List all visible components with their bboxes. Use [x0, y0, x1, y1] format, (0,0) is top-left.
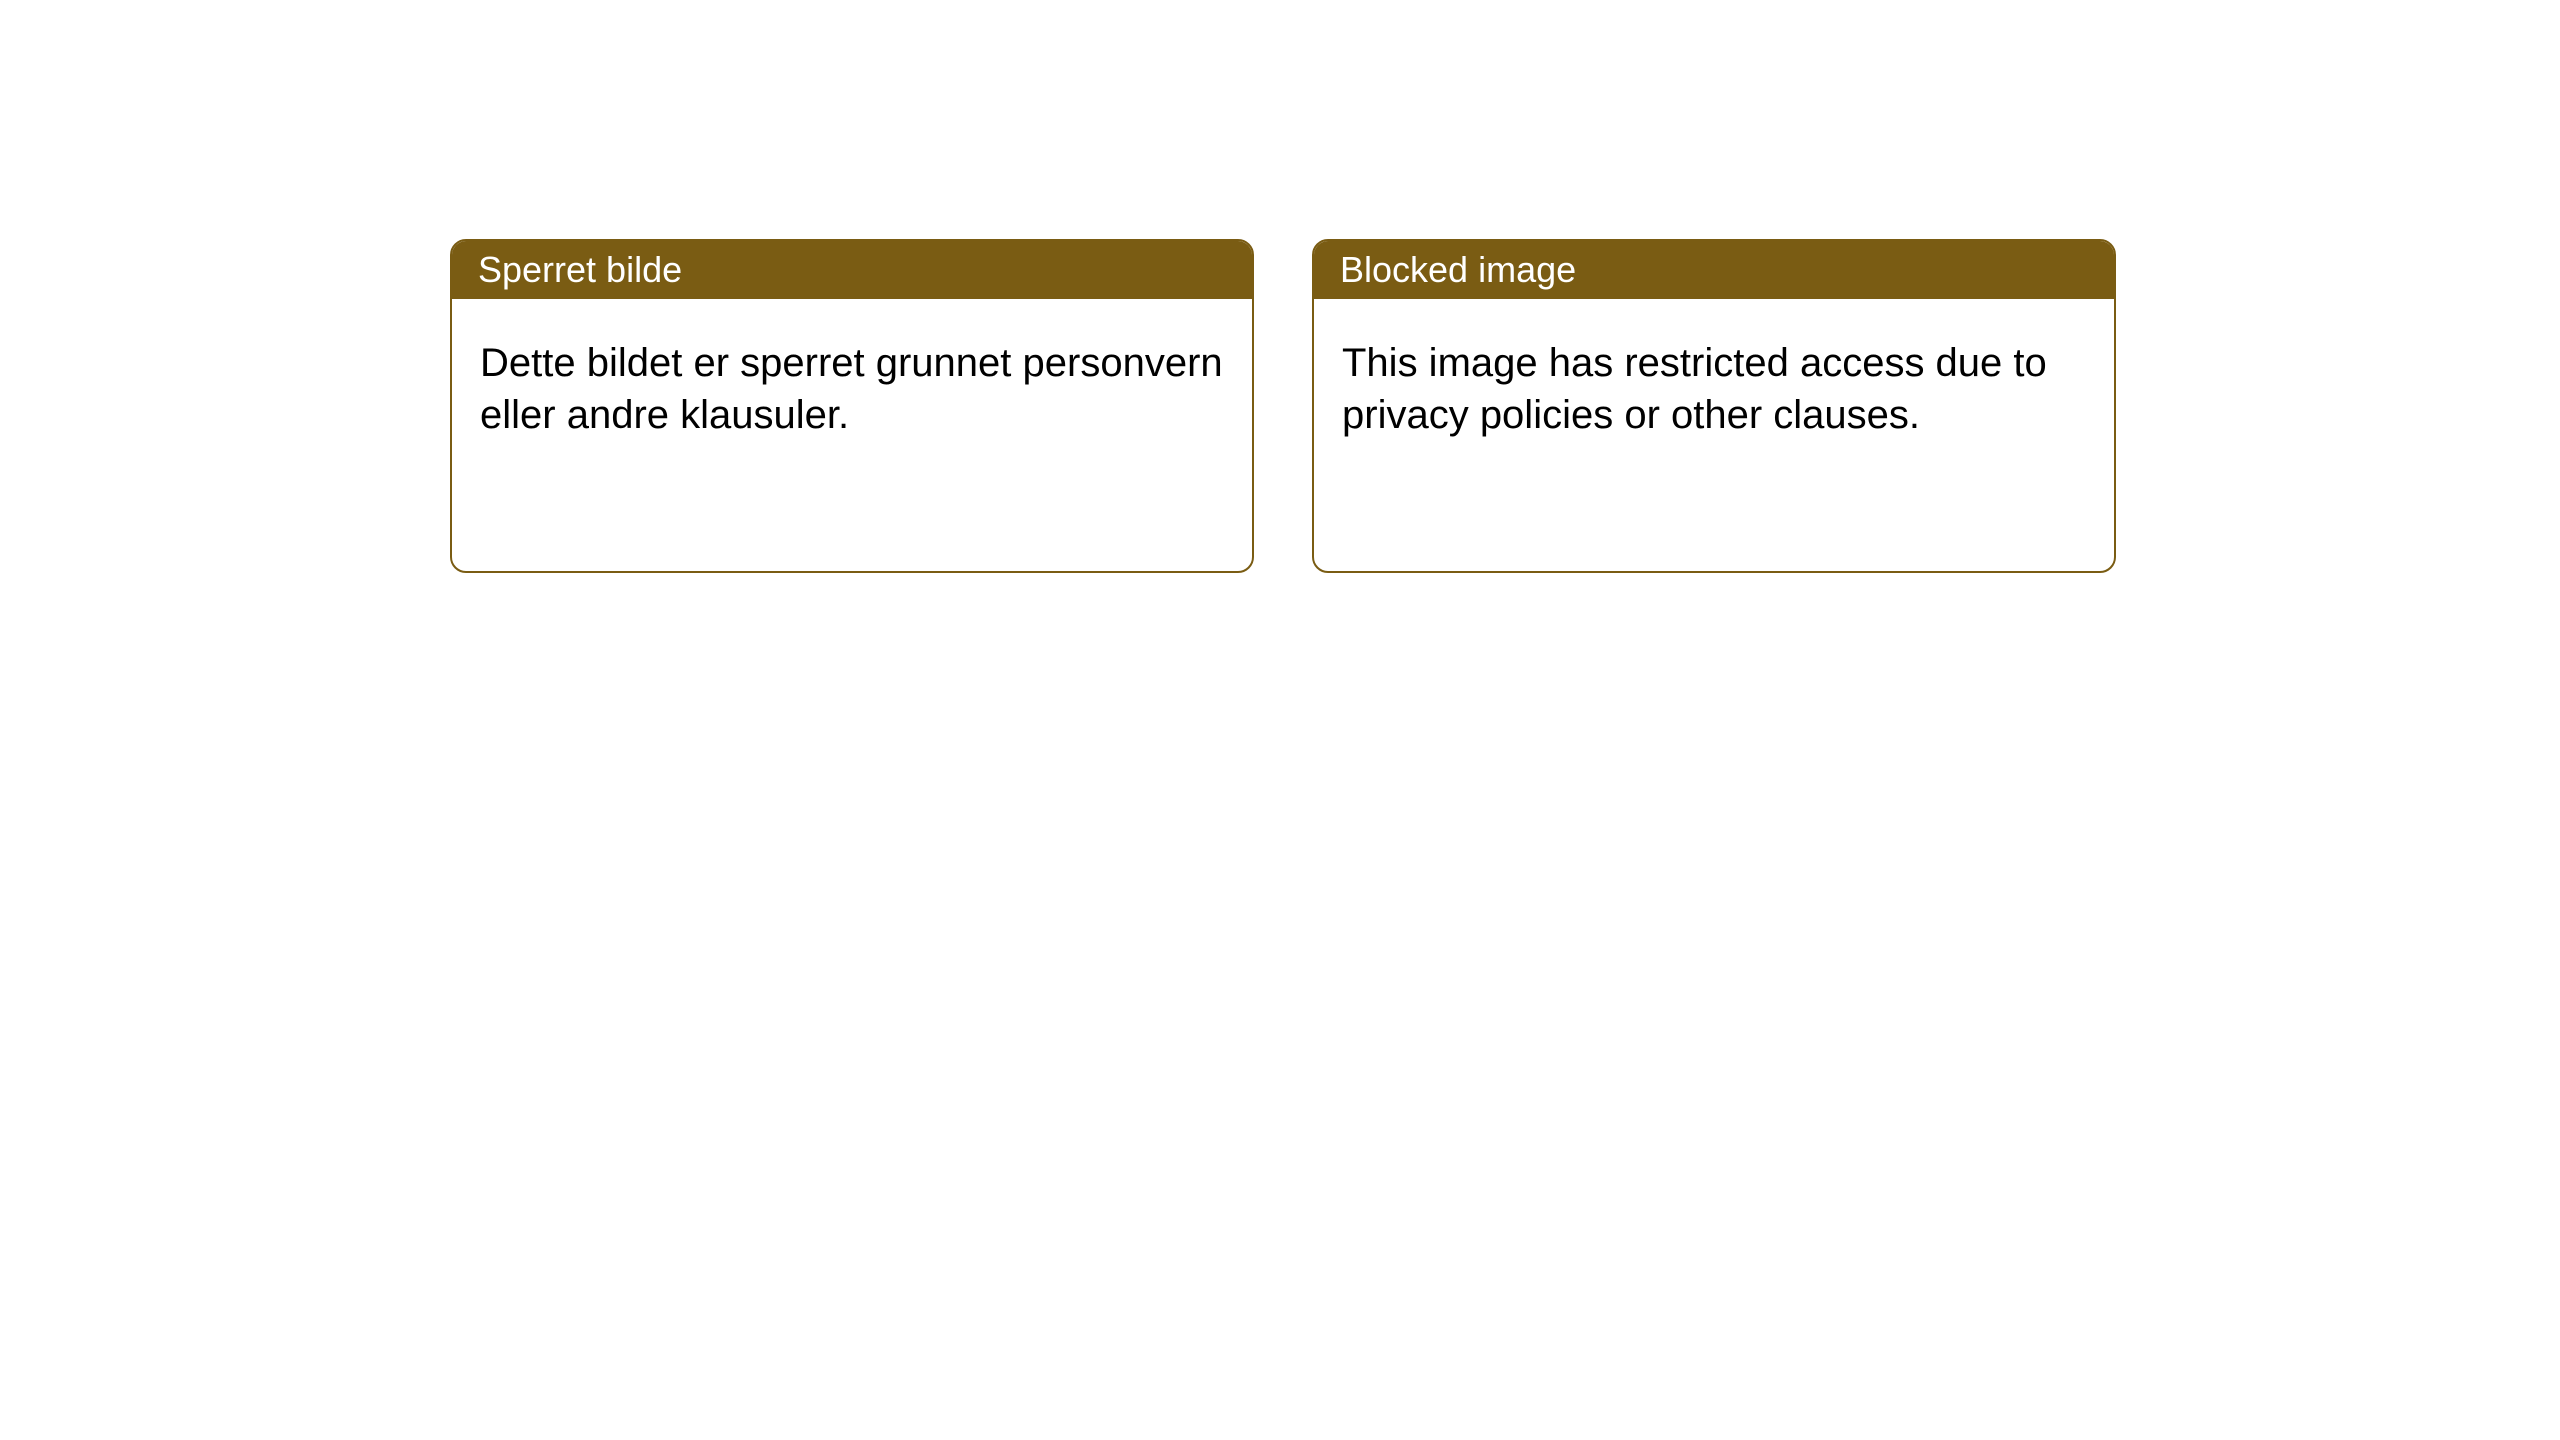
card-title: Sperret bilde — [478, 249, 682, 291]
card-body-text: This image has restricted access due to … — [1342, 341, 2047, 437]
card-header: Sperret bilde — [452, 241, 1252, 299]
card-title: Blocked image — [1340, 249, 1576, 291]
card-header: Blocked image — [1314, 241, 2114, 299]
card-body: Dette bildet er sperret grunnet personve… — [452, 299, 1252, 479]
blocked-image-card-en: Blocked image This image has restricted … — [1312, 239, 2116, 573]
blocked-image-card-no: Sperret bilde Dette bildet er sperret gr… — [450, 239, 1254, 573]
card-body-text: Dette bildet er sperret grunnet personve… — [480, 341, 1223, 437]
notice-container: Sperret bilde Dette bildet er sperret gr… — [450, 239, 2116, 573]
card-body: This image has restricted access due to … — [1314, 299, 2114, 479]
